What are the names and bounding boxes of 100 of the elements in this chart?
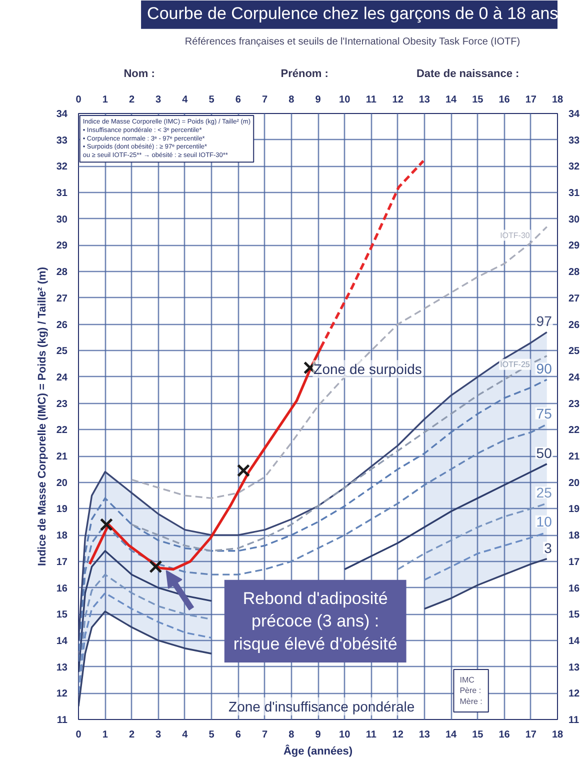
y2-tick-label: 27 xyxy=(568,293,580,304)
x-tick-label: 13 xyxy=(418,94,430,106)
y2-tick-label: 18 xyxy=(568,530,580,542)
y2-tick-label: 30 xyxy=(568,214,580,226)
x2-tick-label: 18 xyxy=(552,730,564,740)
annotation: Zone de surpoids xyxy=(314,361,422,378)
x-tick-label: 16 xyxy=(498,94,510,106)
y-tick-label: 13 xyxy=(56,662,68,674)
y-tick-label: 19 xyxy=(56,504,68,516)
y-axis-title: Indice de Masse Corporelle (IMC) = Poids (kg) / Taille² (m) xyxy=(36,266,48,566)
x-tick-label: 0 xyxy=(76,94,82,106)
series-label: 97 xyxy=(536,313,552,330)
x-tick-label: 1 xyxy=(102,94,108,106)
y-tick-label: 27 xyxy=(56,293,68,304)
x-tick-label: 3 xyxy=(156,94,162,106)
x2-tick-label: 11 xyxy=(366,730,377,740)
x2-tick-label: 6 xyxy=(235,730,242,740)
x2-tick-label: 8 xyxy=(288,730,295,740)
x2-tick-label: 3 xyxy=(156,730,162,740)
y-tick-label: 25 xyxy=(56,346,68,358)
y-tick-label: 20 xyxy=(56,478,68,489)
x2-tick-label: 14 xyxy=(445,730,458,740)
y-tick-label: 32 xyxy=(56,162,68,173)
x2-tick-label: 9 xyxy=(315,730,322,740)
y-tick-label: 31 xyxy=(56,188,68,200)
y-tick-label: 18 xyxy=(56,530,68,542)
annotation: Rebond d'adiposité précoce (3 ans) : risque élevé d'obésité xyxy=(233,588,398,654)
y-tick-label: 15 xyxy=(56,610,68,621)
y2-tick-label: 14 xyxy=(568,636,580,647)
x-tick-label: 4 xyxy=(182,94,188,106)
series-label: IOTF-30 xyxy=(500,230,530,240)
y2-tick-label: 15 xyxy=(568,610,580,621)
y-tick-label: 29 xyxy=(56,240,68,252)
series-label: 25 xyxy=(536,484,552,500)
x2-tick-label: 16 xyxy=(498,730,510,740)
y-tick-label: 34 xyxy=(56,109,68,120)
chart-title: Courbe de Corpulence chez les garçons de 0 à 18 ans xyxy=(147,4,558,23)
y-tick-label: 26 xyxy=(56,320,68,331)
y2-tick-label: 17 xyxy=(568,556,580,568)
x2-tick-label: 10 xyxy=(339,730,351,740)
x-tick-label: 6 xyxy=(235,94,242,106)
y2-tick-label: 28 xyxy=(568,267,580,278)
y-tick-label: 11 xyxy=(56,715,68,726)
series-label: 90 xyxy=(536,360,552,377)
x-tick-label: 18 xyxy=(552,94,564,106)
y-tick-label: 21 xyxy=(56,452,68,463)
y2-tick-label: 33 xyxy=(568,135,580,146)
x2-tick-label: 2 xyxy=(128,730,135,740)
y2-tick-label: 16 xyxy=(568,583,580,594)
x-tick-label: 12 xyxy=(392,94,404,106)
series-label: 50 xyxy=(536,444,552,461)
y2-tick-label: 25 xyxy=(568,346,580,358)
y-tick-label: 23 xyxy=(56,398,68,410)
x2-tick-label: 7 xyxy=(262,730,268,740)
text: Nom : xyxy=(124,68,155,80)
x-tick-label: 9 xyxy=(315,94,322,106)
chart-subtitle: Références françaises et seuils de l'International Obesity Task Force (IOTF) xyxy=(184,36,520,48)
y2-tick-label: 34 xyxy=(568,109,580,120)
x-tick-label: 7 xyxy=(262,94,268,106)
y2-tick-label: 23 xyxy=(568,398,580,410)
y-tick-label: 22 xyxy=(56,425,68,436)
y2-tick-label: 13 xyxy=(568,662,580,674)
y2-tick-label: 32 xyxy=(568,162,580,173)
x-tick-label: 5 xyxy=(208,94,215,106)
y2-tick-label: 24 xyxy=(568,372,580,384)
y-tick-label: 30 xyxy=(56,214,68,226)
series-label: 3 xyxy=(544,540,552,556)
x2-tick-label: 17 xyxy=(525,730,537,740)
y2-tick-label: 29 xyxy=(568,240,580,252)
y2-tick-label: 26 xyxy=(568,320,580,331)
x-tick-label: 14 xyxy=(445,94,458,106)
y2-tick-label: 20 xyxy=(568,478,580,489)
x2-tick-label: 13 xyxy=(418,730,430,740)
y2-tick-label: 11 xyxy=(568,715,580,726)
y-tick-label: 24 xyxy=(56,372,68,384)
x2-tick-label: 1 xyxy=(102,730,108,740)
y2-tick-label: 12 xyxy=(568,688,580,700)
x2-tick-label: 0 xyxy=(76,730,82,740)
y2-tick-label: 19 xyxy=(568,504,580,516)
y2-tick-label: 22 xyxy=(568,425,580,436)
y-tick-label: 14 xyxy=(56,636,68,647)
x-axis-title: Âge (années) xyxy=(283,744,353,758)
text: Date de naissance : xyxy=(416,68,520,80)
x2-tick-label: 15 xyxy=(472,730,484,740)
annotation: Zone d'insuffisance pondérale xyxy=(228,698,415,714)
series-label: 75 xyxy=(536,405,552,422)
x-tick-label: 8 xyxy=(288,94,295,106)
x-tick-label: 10 xyxy=(339,94,351,106)
y-tick-label: 16 xyxy=(56,583,68,594)
x-tick-label: 11 xyxy=(366,94,377,106)
x-tick-label: 15 xyxy=(472,94,484,106)
x2-tick-label: 5 xyxy=(208,730,215,740)
annotation: IMC Père : Mère : xyxy=(460,675,482,706)
y-tick-label: 17 xyxy=(56,556,68,568)
series-label: 10 xyxy=(536,513,552,530)
y2-tick-label: 31 xyxy=(568,188,580,200)
text: Prénom : xyxy=(280,68,328,80)
y-tick-label: 33 xyxy=(56,135,68,146)
x2-tick-label: 4 xyxy=(182,730,188,740)
y2-tick-label: 21 xyxy=(568,452,580,463)
